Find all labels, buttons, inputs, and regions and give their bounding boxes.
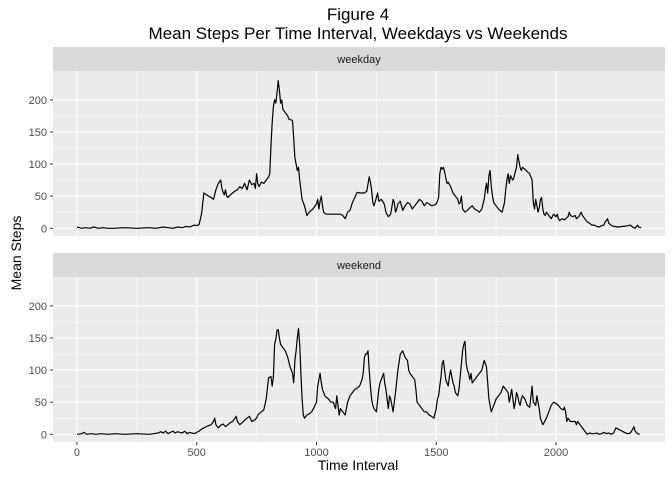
y-tick-label: 150 bbox=[29, 127, 47, 139]
facet-strip bbox=[53, 47, 665, 71]
plot-panel-background bbox=[53, 71, 665, 236]
series-line-weekend bbox=[76, 327, 640, 435]
x-tick-label: 500 bbox=[188, 447, 206, 459]
series-line-weekday bbox=[76, 80, 642, 229]
x-axis-title: Time Interval bbox=[318, 457, 398, 473]
y-tick-label: 150 bbox=[29, 333, 47, 345]
y-tick-label: 50 bbox=[35, 397, 47, 409]
y-tick-label: 100 bbox=[29, 159, 47, 171]
facet-strip bbox=[53, 253, 665, 277]
y-tick-label: 100 bbox=[29, 365, 47, 377]
y-tick-label: 0 bbox=[41, 429, 47, 441]
facet-strip-label: weekday bbox=[336, 54, 381, 66]
y-tick-label: 50 bbox=[35, 191, 47, 203]
y-tick-label: 200 bbox=[29, 95, 47, 107]
x-tick-label: 0 bbox=[74, 447, 80, 459]
y-tick-label: 200 bbox=[29, 301, 47, 313]
facet-strip-label: weekend bbox=[336, 260, 381, 272]
y-tick-label: 0 bbox=[41, 223, 47, 235]
y-axis-title: Mean Steps bbox=[8, 216, 24, 291]
x-tick-label: 1000 bbox=[304, 447, 328, 459]
panel-weekday: weekday 0 50 100 150 200 bbox=[29, 47, 665, 236]
plot-panel-background bbox=[53, 277, 665, 442]
x-tick-label: 2000 bbox=[544, 447, 568, 459]
chart-title: Figure 4 bbox=[327, 5, 389, 24]
chart-subtitle: Mean Steps Per Time Interval, Weekdays v… bbox=[149, 24, 568, 43]
x-tick-label: 1500 bbox=[424, 447, 448, 459]
